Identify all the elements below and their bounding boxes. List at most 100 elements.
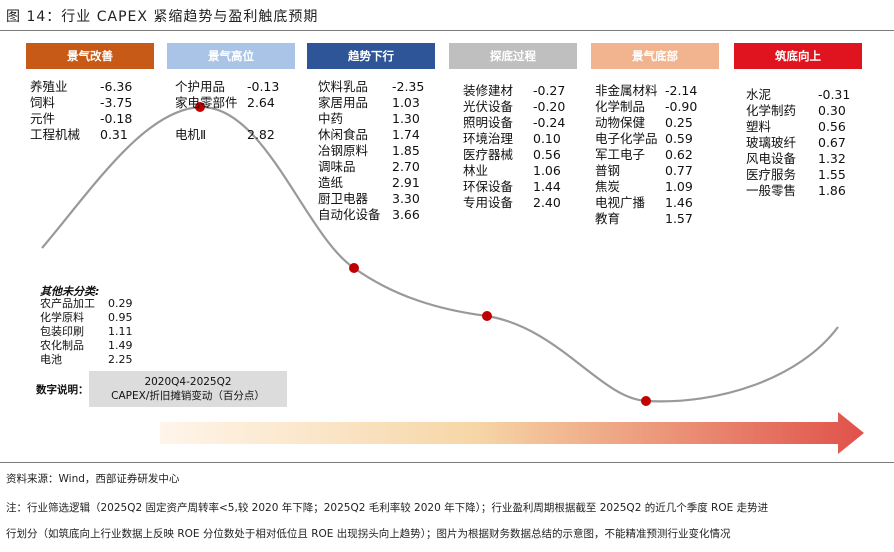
bottom-rule	[0, 462, 894, 463]
industry-name: 个护用品	[175, 79, 226, 94]
other-row: 电池 2.25	[40, 353, 133, 367]
industry-row: 电视广播 1.46	[595, 195, 697, 211]
capex-change-value: -0.27	[533, 83, 566, 98]
capex-change-value: 1.57	[665, 211, 693, 226]
source-text: 资料来源：Wind，西部证券研发中心	[6, 473, 180, 485]
industry-name: 照明设备	[463, 115, 514, 130]
industry-list-trough: 非金属材料 -2.14 化学制品 -0.90 动物保健 0.25 电子化学品 0.59 军工电子…	[595, 83, 697, 227]
industry-row: 电子化学品 0.59	[595, 131, 697, 147]
capex-change-value: -3.75	[100, 95, 133, 110]
capex-change-value: -0.20	[533, 99, 566, 114]
industry-name: 医疗服务	[746, 167, 797, 182]
capex-change-value: -0.18	[100, 111, 133, 126]
industry-name	[175, 111, 247, 127]
industry-name: 专用设备	[463, 195, 514, 210]
phase-header-improving: 景气改善	[26, 43, 154, 69]
capex-change-value: 2.40	[533, 195, 561, 210]
industry-row: 教育 1.57	[595, 211, 697, 227]
capex-change-value: 3.30	[392, 191, 420, 206]
industry-row: 水泥 -0.31	[746, 87, 850, 103]
industry-name: 饲料	[30, 95, 56, 110]
capex-change-value: 0.67	[818, 135, 846, 150]
capex-change-value: 0.10	[533, 131, 561, 146]
cycle-point-trough	[641, 396, 651, 406]
legend-label: 数字说明：	[36, 384, 89, 396]
capex-change-value: 1.09	[665, 179, 693, 194]
industry-name: 化学制品	[595, 99, 646, 114]
capex-change-value: 2.25	[108, 353, 133, 366]
industry-row: 饲料 -3.75	[30, 95, 132, 111]
figure-title: 图 14：行业 CAPEX 紧缩趋势与盈利触底预期	[6, 9, 319, 25]
industry-name: 化学制药	[746, 103, 797, 118]
industry-name: 水泥	[746, 87, 772, 102]
industry-row: 动物保健 0.25	[595, 115, 697, 131]
industry-name: 饮料乳品	[318, 79, 369, 94]
industry-name: 包装印刷	[40, 325, 84, 338]
industry-name: 非金属材料	[595, 83, 658, 98]
top-rule	[0, 30, 894, 31]
capex-change-value: 1.74	[392, 127, 420, 142]
capex-change-value: 0.25	[665, 115, 693, 130]
industry-row: 工程机械 0.31	[30, 127, 132, 143]
capex-change-value: 1.46	[665, 195, 693, 210]
industry-name: 风电设备	[746, 151, 797, 166]
industry-row: 化学制药 0.30	[746, 103, 850, 119]
industry-list-decline: 饮料乳品 -2.35 家居用品 1.03 中药 1.30 休闲食品 1.74 冶钢原料 1.85 调…	[318, 79, 424, 223]
capex-change-value: 1.55	[818, 167, 846, 182]
industry-name: 教育	[595, 211, 621, 226]
industry-name: 造纸	[318, 175, 344, 190]
capex-change-value: 1.44	[533, 179, 561, 194]
industry-name: 装修建材	[463, 83, 514, 98]
note-line-1: 注：行业筛选逻辑（2025Q2 固定资产周转率<5,较 2020 年下降；202…	[6, 502, 769, 514]
industry-name: 林业	[463, 163, 489, 178]
legend-box: 2020Q4-2025Q2 CAPEX/折旧摊销变动（百分点）	[89, 371, 287, 407]
industry-row: 照明设备 -0.24	[463, 115, 565, 131]
other-row: 化学原料 0.95	[40, 311, 133, 325]
industry-row: 家电零部件 2.64	[175, 95, 279, 111]
industry-row: 电机Ⅱ 2.82	[175, 127, 279, 143]
industry-name: 厨卫电器	[318, 191, 369, 206]
other-row: 包装印刷 1.11	[40, 325, 133, 339]
industry-name: 农产品加工	[40, 297, 95, 310]
industry-name: 环境治理	[463, 131, 514, 146]
phase-header-decline: 趋势下行	[307, 43, 435, 69]
industry-name: 工程机械	[30, 127, 81, 142]
industry-row: 元件 -0.18	[30, 111, 132, 127]
industry-list-recovery: 水泥 -0.31 化学制药 0.30 塑料 0.56 玻璃玻纤 0.67 风电设备 1.32 医疗服…	[746, 87, 850, 199]
industry-name: 休闲食品	[318, 127, 369, 142]
industry-name: 养殖业	[30, 79, 68, 94]
capex-change-value: 0.56	[818, 119, 846, 134]
industry-name: 电池	[40, 353, 62, 366]
industry-name: 调味品	[318, 159, 356, 174]
industry-row: 焦炭 1.09	[595, 179, 697, 195]
capex-change-value: 0.59	[665, 131, 693, 146]
capex-change-value: 2.64	[247, 95, 275, 110]
capex-change-value: 0.62	[665, 147, 693, 162]
capex-change-value: 0.31	[100, 127, 128, 142]
industry-name: 自动化设备	[318, 207, 381, 222]
capex-change-value: 3.66	[392, 207, 420, 222]
industry-row: 家居用品 1.03	[318, 95, 424, 111]
capex-change-value: 2.82	[247, 127, 275, 142]
industry-name: 军工电子	[595, 147, 646, 162]
phase-header-bottoming: 探底过程	[449, 43, 577, 69]
capex-change-value: 1.86	[818, 183, 846, 198]
industry-row: 玻璃玻纤 0.67	[746, 135, 850, 151]
capex-change-value: 1.11	[108, 325, 133, 338]
industry-name: 光伏设备	[463, 99, 514, 114]
industry-row: 塑料 0.56	[746, 119, 850, 135]
capex-change-value: 1.06	[533, 163, 561, 178]
industry-row: 光伏设备 -0.20	[463, 99, 565, 115]
industry-name: 化学原料	[40, 311, 84, 324]
industry-list-peak: 个护用品 -0.13 家电零部件 2.64 电机Ⅱ 2.82	[175, 79, 279, 143]
capex-change-value: 1.49	[108, 339, 133, 352]
other-industry-list: 农产品加工 0.29 化学原料 0.95 包装印刷 1.11 农化制品 1.49 电池 2.25	[40, 297, 133, 367]
industry-row	[175, 111, 279, 127]
industry-row: 林业 1.06	[463, 163, 565, 179]
industry-row: 自动化设备 3.66	[318, 207, 424, 223]
industry-row: 冶钢原料 1.85	[318, 143, 424, 159]
industry-row: 环保设备 1.44	[463, 179, 565, 195]
industry-name: 中药	[318, 111, 344, 126]
cycle-point-bottoming	[482, 311, 492, 321]
